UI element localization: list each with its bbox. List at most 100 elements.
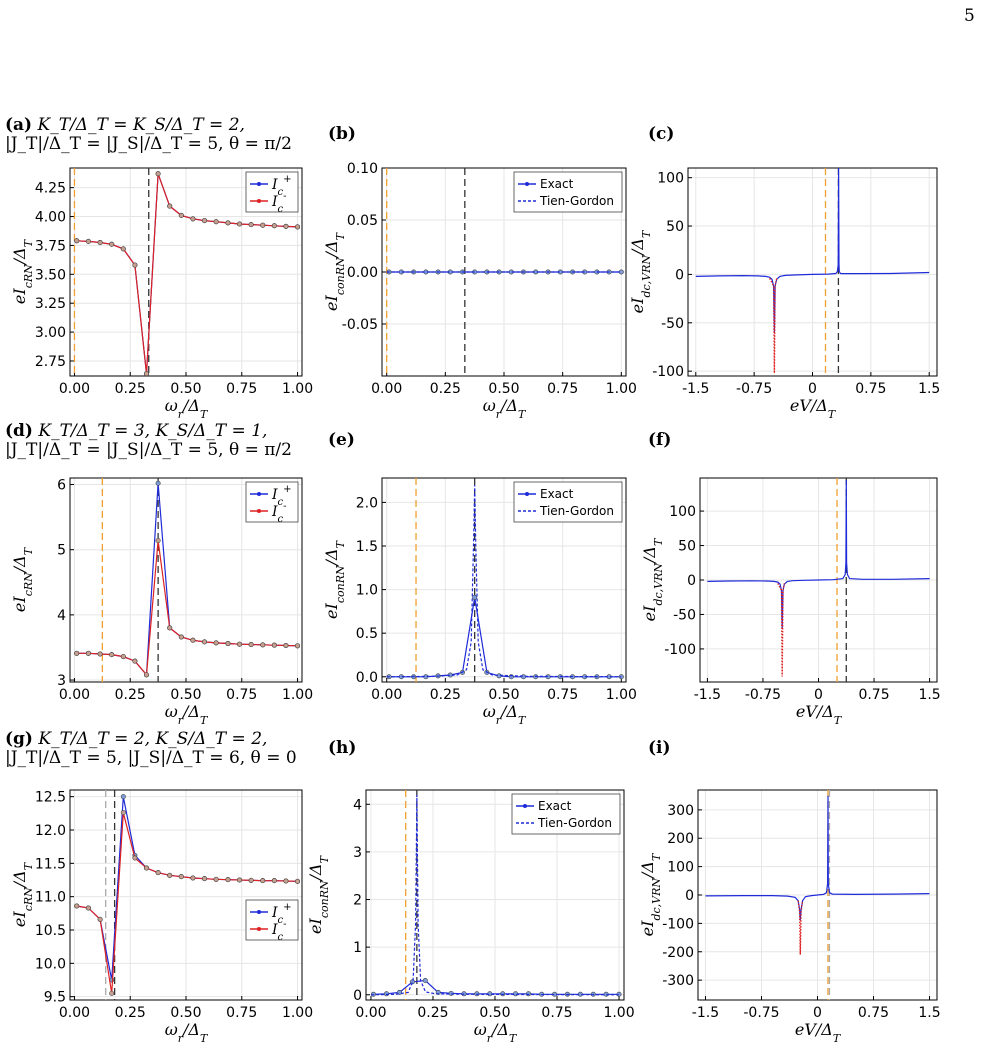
legend: Exact Tien-Gordon [511, 793, 621, 835]
data-point [618, 674, 624, 680]
y-axis-label: eIdc,VRN/ΔT [628, 229, 653, 313]
data-point [85, 650, 91, 656]
data-point [85, 905, 91, 911]
data-point [74, 238, 80, 244]
chart-c: -1.5 -0.75 0 0.75 1.5 -100 -50 0 50 100 eV/ΔT eIdc,… [628, 167, 940, 421]
x-tick-label: 1.00 [606, 687, 637, 703]
series-line-1 [777, 583, 786, 677]
x-tick-label: 1.00 [282, 381, 313, 397]
x-tick-label: 0.75 [547, 381, 578, 397]
y-tick-label: 3.50 [35, 267, 66, 283]
x-tick-label: -0.75 [745, 687, 781, 703]
legend-label: Tien-Gordon [539, 504, 614, 518]
series-line-0 [707, 480, 930, 629]
legend-label: Exact [540, 487, 574, 501]
data-point [383, 991, 389, 997]
y-tick-label: 100 [669, 504, 696, 520]
x-axis-label: ωr/ΔT [474, 1020, 518, 1044]
data-point [513, 991, 519, 997]
y-tick-label: 0 [675, 267, 684, 283]
x-tick-label: 1.00 [603, 1005, 634, 1021]
data-point [260, 878, 266, 884]
data-point [525, 991, 531, 997]
y-tick-label: 3.75 [35, 238, 66, 254]
data-point [178, 634, 184, 640]
y-tick-label: 300 [667, 803, 694, 819]
x-tick-label: 1.00 [606, 381, 637, 397]
legend-box [513, 171, 623, 213]
data-point [167, 203, 173, 209]
y-tick-label: 3.00 [35, 325, 66, 341]
legend-label: Exact [538, 799, 572, 813]
data-point [109, 652, 115, 658]
x-tick-label: 0.00 [59, 1005, 90, 1021]
data-point [271, 878, 277, 884]
data-point [422, 977, 428, 983]
y-tick-label: -0.05 [342, 317, 378, 333]
data-point [225, 877, 231, 883]
y-tick-label: -100 [662, 916, 694, 932]
x-tick-label: 1.00 [282, 687, 313, 703]
series-line-0 [389, 597, 622, 678]
x-tick-label: 0.75 [226, 1005, 257, 1021]
y-axis-label: eIcRN/ΔT [10, 238, 35, 304]
legend-label: Exact [540, 177, 574, 191]
y-tick-label: -300 [662, 973, 694, 989]
data-point [97, 240, 103, 246]
data-point [237, 641, 243, 647]
legend-marker [257, 199, 261, 203]
data-point [213, 876, 219, 882]
x-tick-label: 0.25 [417, 1005, 448, 1021]
data-point [120, 654, 126, 660]
data-point [202, 876, 208, 882]
x-axis-label: eV/ΔT [796, 702, 843, 727]
y-axis-label: eIcRN/ΔT [10, 861, 35, 927]
x-tick-label: 0.00 [59, 687, 90, 703]
data-point [225, 220, 231, 226]
caption-e: (e) [328, 430, 355, 450]
data-point [271, 223, 277, 229]
x-tick-label: -1.5 [694, 687, 721, 703]
x-tick-label: 0.50 [170, 1005, 201, 1021]
y-tick-label: -100 [664, 642, 696, 658]
y-tick-label: 0 [685, 888, 694, 904]
y-tick-label: 50 [666, 219, 684, 235]
y-tick-label: -50 [661, 316, 684, 332]
data-point [109, 990, 115, 996]
data-point [167, 872, 173, 878]
data-point [74, 903, 80, 909]
data-point [190, 637, 196, 643]
x-tick-label: 0.75 [541, 1005, 572, 1021]
x-tick-label: 0.25 [115, 687, 146, 703]
legend: Ic+Ic- [245, 171, 299, 215]
y-tick-label: 3 [57, 673, 66, 689]
x-tick-label: 0 [814, 687, 823, 703]
y-tick-label: 200 [667, 831, 694, 847]
legend-marker [257, 182, 261, 186]
data-point [295, 643, 301, 649]
y-tick-label: 3 [353, 845, 362, 861]
y-tick-label: 4 [353, 797, 362, 813]
x-axis-label: ωr/ΔT [483, 396, 527, 421]
data-point [248, 877, 254, 883]
data-point [295, 878, 301, 884]
x-tick-label: 0.25 [430, 687, 461, 703]
x-tick-label: 0.00 [371, 381, 402, 397]
data-point [120, 246, 126, 252]
series-line-0 [76, 796, 298, 981]
x-axis-label: eV/ΔT [795, 1020, 842, 1044]
legend-label: Ic+ [271, 484, 292, 508]
caption-a: (a) K_T/Δ_T = K_S/Δ_T = 2, |J_T|/Δ_T = |… [5, 115, 292, 154]
series-line-0 [695, 168, 930, 333]
data-point [120, 810, 126, 816]
x-tick-label: 0.00 [59, 381, 90, 397]
y-tick-label: 10.0 [35, 956, 66, 972]
series-line-0 [705, 795, 930, 921]
data-point [190, 875, 196, 881]
y-tick-label: 10.5 [35, 923, 66, 939]
x-tick-label: 0.75 [226, 687, 257, 703]
x-tick-label: 1.5 [918, 1005, 940, 1021]
legend-marker [525, 492, 529, 496]
data-point [144, 865, 150, 871]
